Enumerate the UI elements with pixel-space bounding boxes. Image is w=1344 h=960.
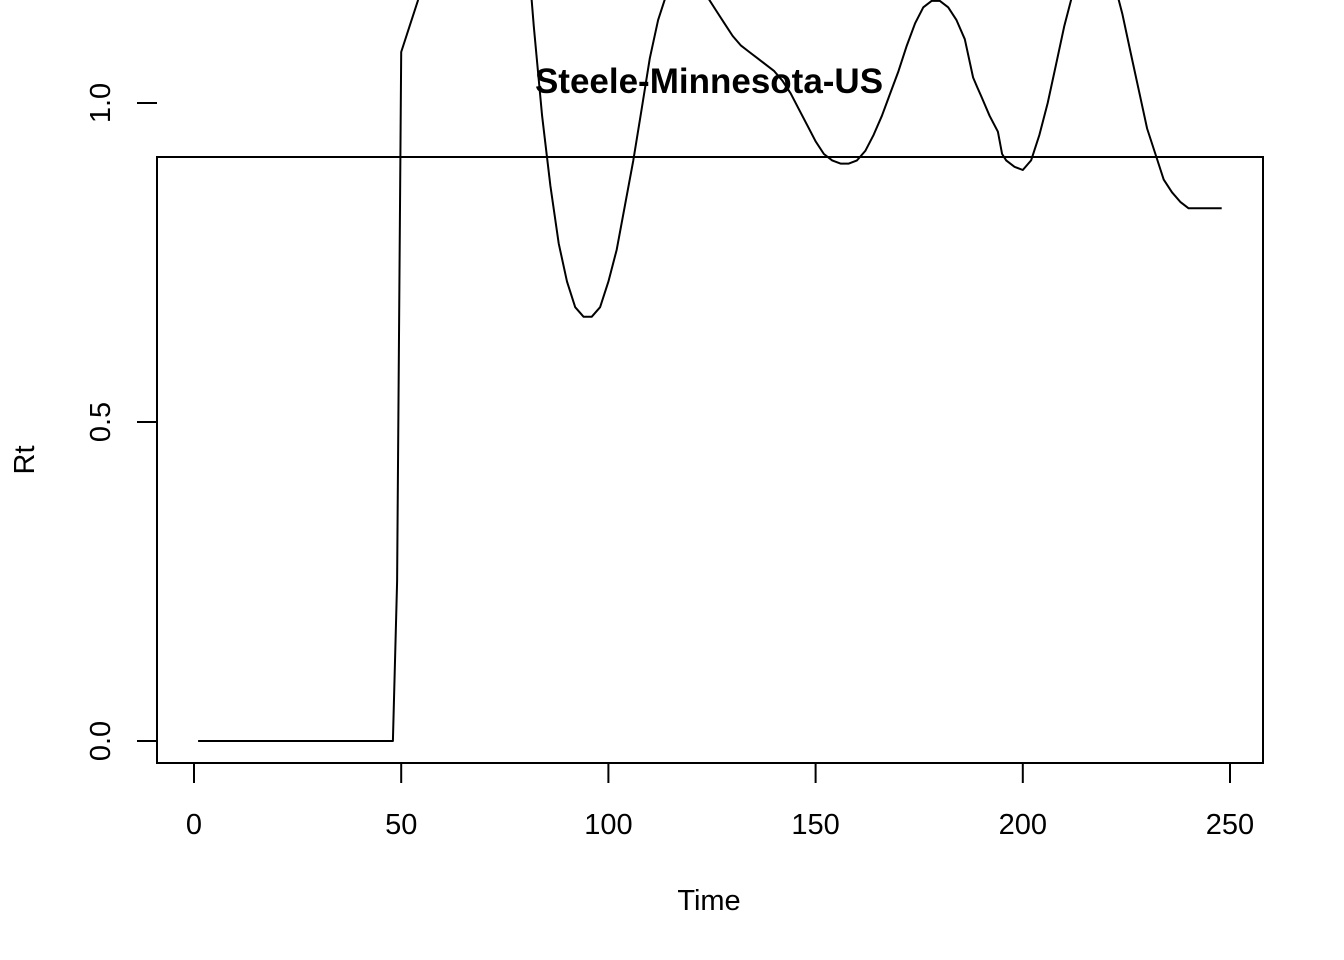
x-tick-label: 250 — [1206, 809, 1254, 841]
y-tick-label: 0.0 — [85, 721, 117, 761]
y-axis: 0.00.51.01.5 — [85, 83, 158, 761]
x-tick-label: 0 — [186, 809, 202, 841]
x-axis-label: Time — [677, 885, 740, 917]
x-tick-label: 150 — [791, 809, 839, 841]
plot-frame — [156, 156, 1264, 764]
x-tick-label: 200 — [999, 809, 1047, 841]
y-tick-label: 0.5 — [85, 402, 117, 442]
x-axis: 0 50 100 150 200 250 — [186, 762, 1254, 841]
x-tick-label: 50 — [385, 809, 417, 841]
chart-title: Steele-Minnesota-US — [535, 62, 883, 101]
y-axis-label: Rt — [9, 446, 41, 475]
rt-series-line — [198, 0, 1222, 742]
x-tick-label: 100 — [584, 809, 632, 841]
y-tick-label: 1.0 — [85, 83, 117, 123]
